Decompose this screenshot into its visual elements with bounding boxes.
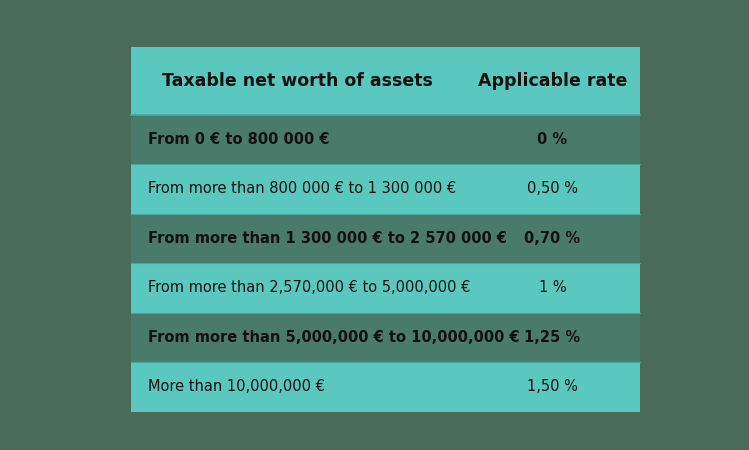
Text: 0 %: 0 % [538, 132, 568, 147]
Text: Applicable rate: Applicable rate [478, 72, 627, 90]
Text: 1,50 %: 1,50 % [527, 379, 578, 395]
Text: 1,25 %: 1,25 % [524, 330, 580, 345]
Text: From more than 800 000 € to 1 300 000 €: From more than 800 000 € to 1 300 000 € [148, 181, 455, 197]
Text: More than 10,000,000 €: More than 10,000,000 € [148, 379, 324, 395]
Text: 0,70 %: 0,70 % [524, 231, 580, 246]
Text: From more than 2,570,000 € to 5,000,000 €: From more than 2,570,000 € to 5,000,000 … [148, 280, 470, 296]
Text: From 0 € to 800 000 €: From 0 € to 800 000 € [148, 132, 329, 147]
Text: Taxable net worth of assets: Taxable net worth of assets [163, 72, 434, 90]
Text: 0,50 %: 0,50 % [527, 181, 578, 197]
Text: From more than 5,000,000 € to 10,000,000 €: From more than 5,000,000 € to 10,000,000… [148, 330, 519, 345]
Text: 1 %: 1 % [539, 280, 566, 296]
Text: From more than 1 300 000 € to 2 570 000 €: From more than 1 300 000 € to 2 570 000 … [148, 231, 506, 246]
